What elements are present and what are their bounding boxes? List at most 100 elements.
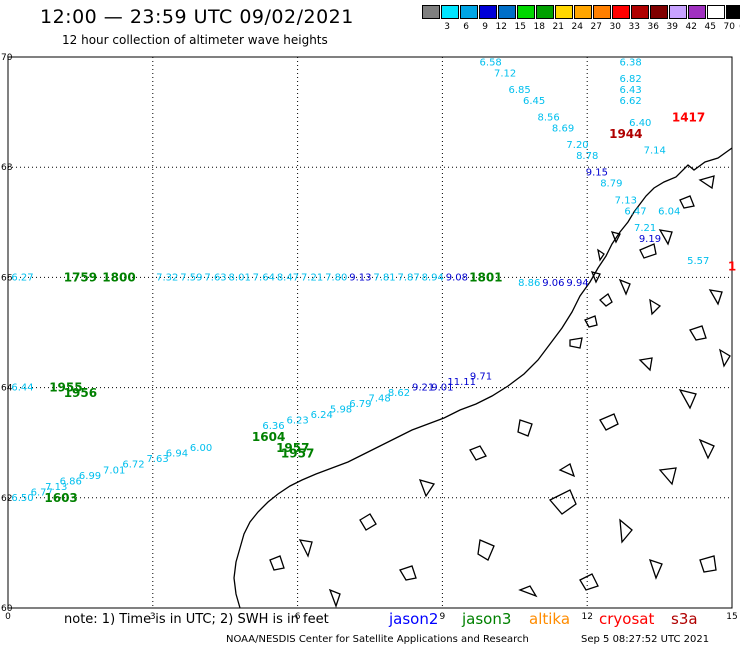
legend-swatch (498, 5, 516, 19)
coastline-segment (658, 229, 673, 246)
coastline-segment (328, 588, 341, 608)
track-time-labels: 1759 1800 18011955195616041957195716031944… (44, 111, 736, 505)
wave-height-label: 6.62 (620, 96, 642, 107)
coastline-segment (399, 565, 417, 581)
generated-timestamp: Sep 5 08:27:52 UTC 2021 (581, 634, 710, 645)
wave-height-label: 6.94 (166, 449, 188, 460)
legend-s3a: s3a (671, 610, 698, 628)
legend-label: 30 (609, 22, 621, 32)
wave-height-label: 7.13 (615, 195, 637, 206)
legend-swatch (536, 5, 554, 19)
legend-swatch (650, 5, 668, 19)
track-time-label: 1759 (64, 270, 97, 284)
wave-height-label: 7.21 (301, 272, 323, 283)
wave-height-label: 6.43 (620, 85, 642, 96)
coastline-segment (418, 479, 436, 498)
coastline-main (233, 147, 733, 609)
map-grid (8, 57, 732, 608)
track-time-label: 1801 (469, 270, 502, 284)
legend-label: 3 (444, 22, 450, 32)
map-border (7, 56, 733, 609)
legend-label: 21 (552, 22, 564, 32)
wave-height-label: 6.77 (31, 487, 53, 498)
track-time-label: 1417 (672, 111, 705, 125)
wave-height-label: 6.23 (286, 416, 308, 427)
legend-label: 45 (704, 22, 716, 32)
legend-swatch (479, 5, 497, 19)
wave-height-label: 6.99 (79, 471, 101, 482)
legend-label: 24 (571, 22, 583, 32)
legend-label: 39 (666, 22, 678, 32)
track-time-label: 1603 (44, 491, 77, 505)
coastline-segment (618, 278, 631, 296)
legend-label: 6 (463, 22, 469, 32)
track-time-label: 1955 (49, 381, 82, 395)
wave-height-label: 7.14 (644, 146, 666, 157)
y-tick-label: 64 (1, 384, 13, 394)
wave-height-label: 9.19 (639, 234, 661, 245)
page-subtitle: 12 hour collection of altimeter wave hei… (62, 33, 328, 47)
coastline-segment (678, 389, 697, 410)
y-tick-label: 62 (1, 494, 12, 504)
wave-height-label: 7.01 (103, 465, 125, 476)
x-tick-label: 9 (440, 612, 446, 622)
coastline-segment (689, 325, 707, 341)
legend-swatch (726, 5, 740, 19)
legend-swatch (631, 5, 649, 19)
track-time-label: 1800 (102, 270, 135, 284)
wave-height-label: 6.72 (122, 460, 144, 471)
coastline-segment (517, 419, 533, 437)
legend-swatch (688, 5, 706, 19)
wave-height-label: 9.13 (349, 272, 371, 283)
wave-height-label: 7.48 (369, 394, 391, 405)
wave-height-label: 8.69 (552, 124, 574, 135)
wave-height-label: 6.38 (620, 58, 642, 69)
x-tick-label: 15 (726, 612, 737, 622)
track-time-label: 1957 (281, 447, 314, 461)
track-time-label: 1 (728, 259, 736, 273)
wave-height-label: 6.44 (11, 383, 33, 394)
legend-jason2: jason2 (389, 610, 439, 628)
coastline-segment (658, 467, 677, 486)
wave-height-label: 9.94 (566, 278, 588, 289)
legend-label: 18 (533, 22, 545, 32)
wave-height-label: 7.12 (494, 69, 516, 80)
credit-line: NOAA/NESDIS Center for Satellite Applica… (226, 634, 529, 645)
x-tick-label: 6 (295, 612, 301, 622)
y-tick-label: 68 (1, 163, 13, 173)
wave-height-label: 6.86 (60, 476, 82, 487)
legend-swatch (460, 5, 478, 19)
legend-altika: altika (529, 610, 571, 628)
wave-height-label: 8.79 (600, 179, 622, 190)
wave-height-label: 6.79 (349, 399, 371, 410)
wave-height-label: 8.62 (388, 388, 410, 399)
wave-height-label: 8.56 (537, 113, 559, 124)
coastline-segment (619, 518, 633, 544)
wave-height-label: 7.80 (325, 272, 347, 283)
wave-height-label: 9.15 (586, 168, 608, 179)
coastline-segment (518, 585, 538, 598)
coastline-segment (638, 357, 653, 372)
wave-height-label: 6.24 (311, 410, 333, 421)
coastline (233, 147, 733, 609)
wave-height-label: 5.98 (330, 405, 352, 416)
coastline-segment (599, 293, 613, 307)
coastline-segment (597, 248, 605, 262)
wave-height-label: 7.21 (634, 223, 656, 234)
legend-label: 33 (628, 22, 640, 32)
legend-jason3: jason3 (462, 610, 512, 628)
coastline-segment (298, 539, 313, 558)
wave-height-label: 7.81 (373, 272, 395, 283)
coastline-segment (648, 558, 663, 580)
coastline-segment (699, 555, 717, 573)
coastline-segment (698, 175, 715, 190)
legend-swatch (669, 5, 687, 19)
wave-height-label: 6.45 (523, 96, 545, 107)
track-time-label: 1944 (609, 127, 642, 141)
wave-height-label: 7.63 (204, 272, 226, 283)
wave-height-label: 9.71 (470, 372, 492, 383)
wave-height-label: 6.27 (11, 272, 33, 283)
wave-height-label: 8.78 (576, 151, 598, 162)
wave-height-label: 7.59 (180, 272, 202, 283)
